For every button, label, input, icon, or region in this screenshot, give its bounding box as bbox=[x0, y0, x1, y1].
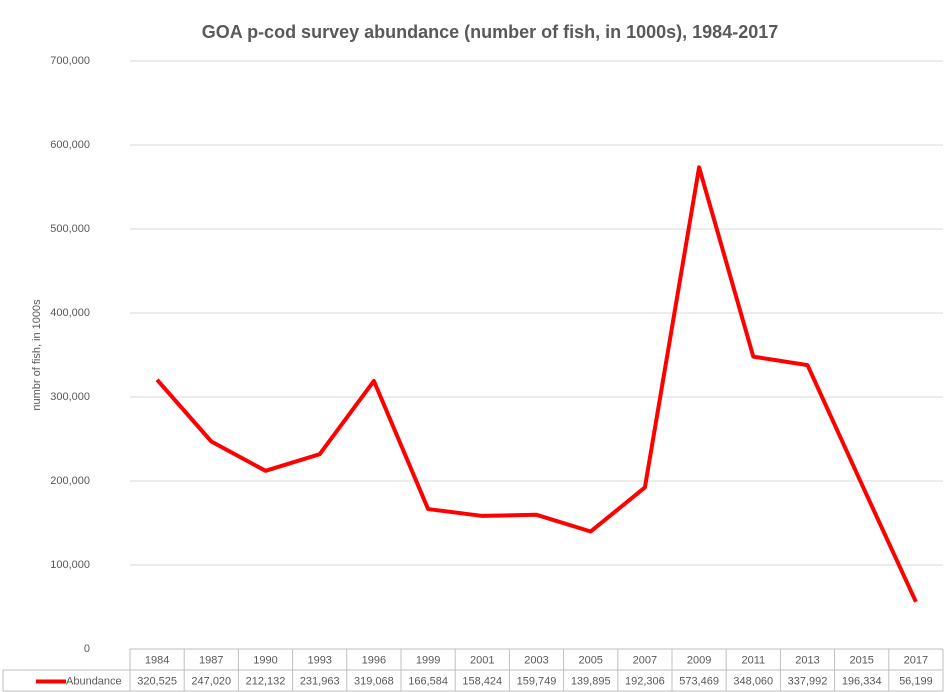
x-tick-label: 1984 bbox=[145, 654, 169, 666]
x-tick-label: 2011 bbox=[741, 654, 765, 666]
data-label: 212,132 bbox=[246, 675, 286, 687]
chart-title: GOA p-cod survey abundance (number of fi… bbox=[202, 22, 779, 42]
x-tick-label: 2007 bbox=[633, 654, 657, 666]
legend-label: Abundance bbox=[66, 675, 122, 687]
x-tick-label: 2017 bbox=[904, 654, 928, 666]
y-tick-label: 500,000 bbox=[50, 223, 90, 235]
x-tick-label: 2003 bbox=[524, 654, 548, 666]
data-label: 56,199 bbox=[899, 675, 933, 687]
data-label: 231,963 bbox=[300, 675, 340, 687]
y-tick-label: 0 bbox=[84, 643, 90, 655]
x-tick-label: 1990 bbox=[253, 654, 277, 666]
data-label: 139,895 bbox=[571, 675, 611, 687]
y-tick-label: 300,000 bbox=[50, 391, 90, 403]
y-tick-label: 100,000 bbox=[50, 559, 90, 571]
data-label: 159,749 bbox=[517, 675, 557, 687]
x-tick-label: 2013 bbox=[795, 654, 819, 666]
data-label: 196,334 bbox=[842, 675, 882, 687]
x-tick-label: 1996 bbox=[362, 654, 386, 666]
data-line bbox=[155, 165, 918, 603]
x-tick-label: 2001 bbox=[470, 654, 494, 666]
x-tick-label: 1999 bbox=[416, 654, 440, 666]
x-tick-label: 2009 bbox=[687, 654, 711, 666]
x-tick-label: 1993 bbox=[307, 654, 331, 666]
data-label: 319,068 bbox=[354, 675, 394, 687]
data-label: 348,060 bbox=[733, 675, 773, 687]
y-tick-label: 700,000 bbox=[50, 55, 90, 67]
data-label: 166,584 bbox=[408, 675, 448, 687]
data-label: 192,306 bbox=[625, 675, 665, 687]
data-label: 573,469 bbox=[679, 675, 719, 687]
x-tick-label: 2015 bbox=[849, 654, 873, 666]
data-label: 247,020 bbox=[191, 675, 231, 687]
data-label: 337,992 bbox=[788, 675, 828, 687]
y-tick-label: 400,000 bbox=[50, 307, 90, 319]
y-tick-label: 200,000 bbox=[50, 475, 90, 487]
data-label: 320,525 bbox=[137, 675, 177, 687]
y-axis-label: numbr of fish, in 1000s bbox=[31, 299, 43, 411]
x-tick-label: 1987 bbox=[199, 654, 223, 666]
x-tick-label: 2005 bbox=[578, 654, 602, 666]
data-label: 158,424 bbox=[462, 675, 502, 687]
y-tick-label: 600,000 bbox=[50, 139, 90, 151]
